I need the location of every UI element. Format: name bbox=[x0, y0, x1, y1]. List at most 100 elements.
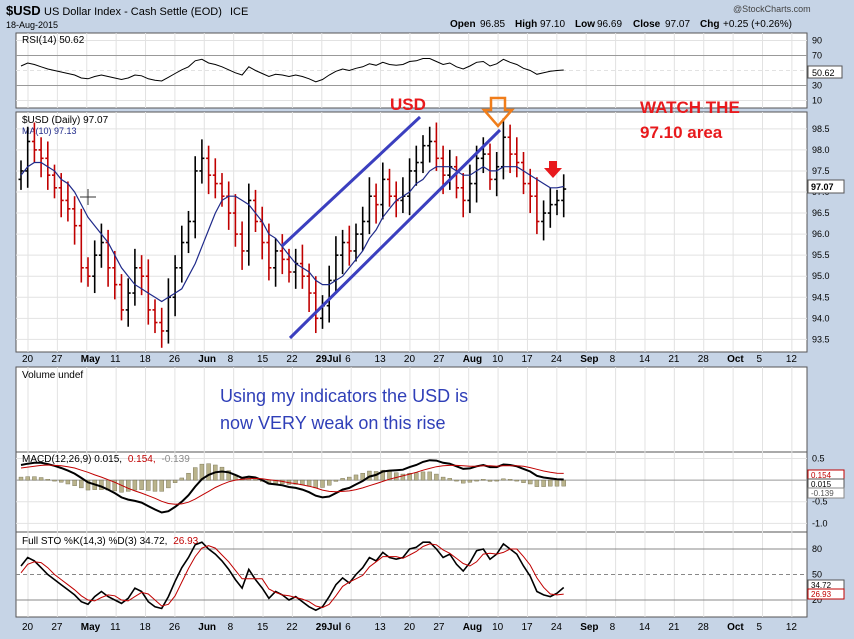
date-tick-label: Aug bbox=[463, 622, 482, 633]
macd-histogram-bar bbox=[514, 479, 519, 482]
price-bar bbox=[534, 177, 540, 235]
price-bar bbox=[206, 145, 212, 195]
price-tick-label: 96.5 bbox=[812, 208, 830, 218]
price-bar bbox=[487, 143, 493, 190]
date-tick-label: 10 bbox=[492, 622, 504, 633]
date-tick-label: 27 bbox=[51, 622, 63, 633]
date-tick-label: 14 bbox=[639, 622, 651, 633]
date-tick-label: 28 bbox=[698, 354, 710, 365]
price-bar bbox=[232, 194, 238, 247]
price-bar bbox=[212, 158, 218, 199]
macd-histogram-bar bbox=[320, 479, 325, 488]
price-bar bbox=[152, 299, 158, 334]
price-bar bbox=[454, 156, 459, 199]
price-bar bbox=[387, 168, 392, 207]
low-label: Low bbox=[575, 19, 595, 30]
macd-histogram-bar bbox=[253, 479, 258, 481]
sto-tick-label: 80 bbox=[812, 544, 822, 554]
volume-panel bbox=[15, 366, 808, 453]
price-tick-label: 95.5 bbox=[812, 250, 830, 260]
date-tick-label: 5 bbox=[756, 622, 762, 633]
chg-label: Chg bbox=[700, 19, 719, 30]
macd-tag-macd: 0.015 bbox=[811, 480, 832, 489]
price-bar bbox=[192, 156, 198, 239]
macd-histogram-bar bbox=[347, 476, 352, 481]
price-bar bbox=[38, 137, 44, 178]
macd-tick-label: -0.5 bbox=[812, 497, 828, 507]
macd-histogram-bar bbox=[152, 479, 158, 492]
date-tick-label: Jun bbox=[198, 354, 216, 365]
sto-tick-label: 20 bbox=[812, 595, 822, 605]
macd-histogram-bar bbox=[65, 479, 71, 485]
price-bar bbox=[313, 276, 319, 334]
macd-signal-line bbox=[20, 464, 564, 505]
macd-label: MACD(12,26,9) 0.015, 0.154, -0.139 bbox=[22, 454, 190, 465]
date-tick-label: Sep bbox=[580, 622, 598, 633]
macd-tick-label: 0.5 bbox=[812, 453, 825, 463]
macd-histogram-bar bbox=[501, 478, 506, 481]
watch-annotation-line1: WATCH THE bbox=[640, 98, 740, 117]
date-tick-label: 27 bbox=[51, 354, 63, 365]
price-bar bbox=[514, 137, 520, 178]
macd-histogram-bar bbox=[461, 479, 466, 484]
macd-tag-hist-box bbox=[807, 487, 845, 499]
date-tick-label: Sep bbox=[580, 354, 598, 365]
macd-histogram-bar bbox=[206, 463, 211, 481]
date-tick-label: 22 bbox=[286, 354, 298, 365]
rsi-tick-label: 10 bbox=[812, 96, 822, 106]
value-tags: 50.62 97.07 0.154 0.015 -0.139 34.72 26.… bbox=[807, 65, 845, 600]
macd-histogram-bar bbox=[172, 479, 178, 483]
macd-histogram-bar bbox=[132, 479, 138, 491]
price-bar bbox=[460, 173, 466, 218]
macd-histogram-bar bbox=[85, 479, 91, 491]
macd-histogram-bar bbox=[414, 472, 419, 481]
price-bar bbox=[25, 126, 31, 188]
date-tick-label: 20 bbox=[404, 354, 416, 365]
date-tick-label: 15 bbox=[257, 622, 269, 633]
macd-tag-hist: -0.139 bbox=[811, 489, 834, 498]
price-bar bbox=[78, 208, 84, 283]
date-tick-label: 27 bbox=[433, 354, 445, 365]
open-label: Open bbox=[450, 19, 476, 30]
macd-label-c: -0.139 bbox=[161, 454, 190, 465]
price-bar bbox=[45, 141, 51, 190]
macd-histogram-bar bbox=[45, 479, 50, 481]
macd-histogram-bar bbox=[548, 479, 553, 487]
price-tick-label: 98.0 bbox=[812, 145, 830, 155]
open-value: 96.85 bbox=[480, 19, 505, 30]
date-tick-label: 5 bbox=[756, 354, 762, 365]
date-tick-label: 17 bbox=[521, 354, 533, 365]
price-bar bbox=[346, 225, 352, 266]
price-bar bbox=[199, 139, 205, 184]
price-bar bbox=[547, 187, 553, 228]
macd-histogram-bar bbox=[192, 467, 198, 481]
high-value: 97.10 bbox=[540, 19, 565, 30]
price-bar bbox=[420, 135, 426, 174]
comment-line1: Using my indicators the USD is bbox=[220, 386, 468, 406]
low-value: 96.69 bbox=[597, 19, 622, 30]
comment-line2: now VERY weak on this rise bbox=[220, 413, 445, 433]
watermark: @StockCharts.com bbox=[733, 4, 811, 14]
chart-date: 18-Aug-2015 bbox=[6, 20, 58, 30]
macd-histogram-bar bbox=[159, 479, 164, 492]
price-tick-label: 94.0 bbox=[812, 313, 830, 323]
price-bar bbox=[427, 126, 433, 163]
macd-histogram-bar bbox=[353, 474, 359, 481]
macd-histogram-bar bbox=[18, 476, 24, 481]
price-bar bbox=[299, 244, 305, 289]
price-bar bbox=[98, 223, 104, 268]
price-bar bbox=[92, 240, 98, 294]
sto-tag-d: 26.93 bbox=[811, 590, 832, 599]
price-bar bbox=[521, 152, 526, 195]
date-axes: 20 20 27 27 May May 11 11 18 18 26 26 Jun Jun 8 8 15 15 22… bbox=[22, 354, 797, 633]
date-tick-label: 21 bbox=[668, 354, 680, 365]
macd-label-a: MACD(12,26,9) 0.015, bbox=[22, 454, 122, 465]
price-bar bbox=[326, 265, 332, 323]
price-bar bbox=[273, 238, 279, 287]
price-bar bbox=[58, 173, 64, 218]
sto-tag-d-box bbox=[807, 588, 845, 600]
macd-histogram-bar bbox=[52, 479, 57, 482]
y-tick-labels: 98.598.097.597.096.596.095.595.094.594.0… bbox=[812, 36, 830, 606]
orange-down-arrow-icon bbox=[481, 96, 515, 128]
price-bar bbox=[366, 177, 372, 235]
